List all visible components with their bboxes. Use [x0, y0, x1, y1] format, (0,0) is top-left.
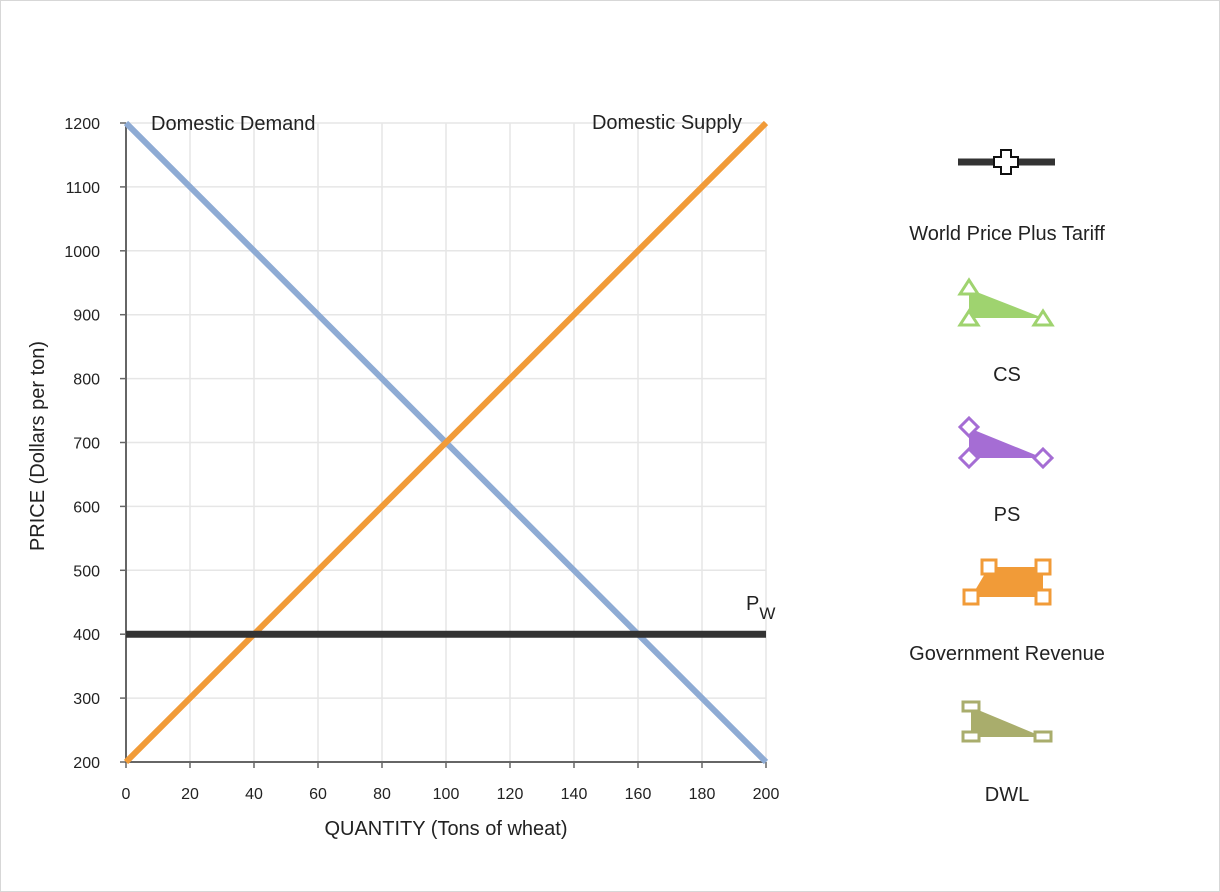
cs-triangle-marker-icon: [1031, 308, 1055, 327]
plus-marker-icon: [993, 149, 1019, 175]
x-tick-label: 20: [181, 786, 199, 803]
square-marker-icon: [1034, 558, 1052, 576]
x-tick-label: 180: [689, 786, 716, 803]
government-revenue-tool[interactable]: [962, 558, 1052, 606]
square-marker-icon: [980, 558, 998, 576]
world-price-label-subscript: W: [759, 604, 775, 623]
dwl-rect-marker-icon: [1033, 730, 1053, 743]
legend-label-world-price-plus-tariff: World Price Plus Tariff: [909, 223, 1105, 245]
y-tick-label: 1200: [64, 116, 100, 133]
domestic-demand-label: Domestic Demand: [151, 113, 316, 135]
y-tick-label: 400: [73, 627, 100, 644]
x-tick-label: 40: [245, 786, 263, 803]
dwl-rect-marker-icon: [961, 700, 981, 713]
y-tick-label: 900: [73, 308, 100, 325]
series-layer[interactable]: [123, 120, 769, 765]
axes: [120, 122, 767, 768]
x-tick-label: 160: [625, 786, 652, 803]
y-tick-label: 700: [73, 436, 100, 453]
x-tick-label: 200: [753, 786, 780, 803]
ps-diamond-marker-icon: [1031, 446, 1055, 470]
cs-triangle-marker-icon: [957, 277, 981, 296]
x-tick-label: 120: [497, 786, 524, 803]
world-price-label-main: P: [746, 593, 759, 615]
y-tick-label: 500: [73, 563, 100, 580]
x-tick-label: 80: [373, 786, 391, 803]
cs-tool[interactable]: [957, 277, 1055, 327]
x-tick-label: 100: [433, 786, 460, 803]
y-tick-label: 200: [73, 755, 100, 772]
x-tick-label: 60: [309, 786, 327, 803]
y-tick-label: 1000: [64, 244, 100, 261]
dwl-rect-marker-icon: [961, 730, 981, 743]
x-tick-label: 140: [561, 786, 588, 803]
dwl-tool[interactable]: [961, 700, 1053, 743]
ps-tool[interactable]: [957, 415, 1055, 470]
square-marker-icon: [962, 588, 980, 606]
ps-triangle-icon: [969, 428, 1043, 458]
cs-triangle-marker-icon: [957, 308, 981, 327]
domestic-supply-line[interactable]: [123, 120, 769, 765]
legend-label-dwl: DWL: [984, 784, 1030, 806]
x-tick-label: 0: [122, 786, 131, 803]
x-axis-title: QUANTITY (Tons of wheat): [324, 818, 567, 840]
y-tick-label: 1100: [66, 180, 101, 197]
legend-label-cs: CS: [993, 364, 1021, 386]
y-tick-label: 300: [73, 691, 100, 708]
world-price-label: PW: [746, 593, 775, 623]
legend: [957, 149, 1055, 743]
dwl-triangle-icon: [971, 707, 1043, 737]
legend-label-ps: PS: [993, 504, 1021, 526]
square-marker-icon: [1034, 588, 1052, 606]
domestic-supply-label: Domestic Supply: [592, 112, 742, 134]
ps-diamond-marker-icon: [957, 446, 981, 470]
y-axis-title: PRICE (Dollars per ton): [27, 341, 49, 551]
legend-label-government-revenue: Government Revenue: [909, 643, 1105, 665]
ps-diamond-marker-icon: [957, 415, 981, 439]
world-price-plus-tariff-tool[interactable]: [958, 149, 1055, 175]
tick-labels: 0 20 40 60 80 100 120 140 160 180 200 200 300 400 500 6…: [64, 116, 779, 803]
cs-triangle-icon: [969, 289, 1043, 318]
curve-labels: Domestic Demand Domestic Supply PW: [151, 112, 775, 623]
y-tick-label: 800: [73, 372, 100, 389]
y-tick-label: 600: [73, 499, 100, 516]
